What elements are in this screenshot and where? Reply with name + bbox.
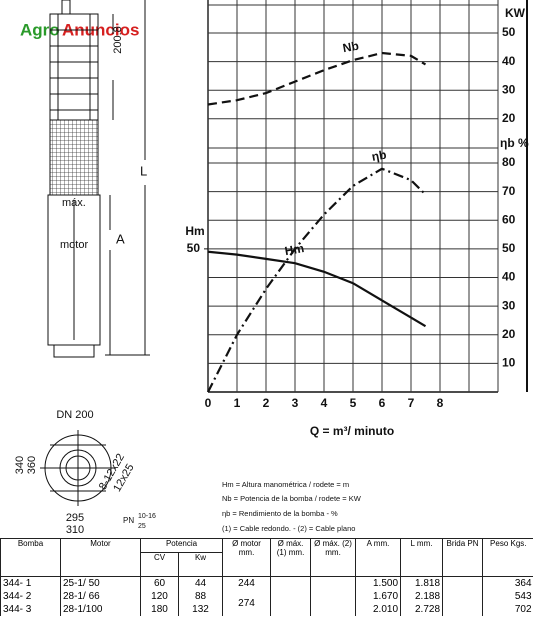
x-tick-label: 8 — [437, 396, 444, 410]
dim-label: 310 — [66, 524, 84, 536]
flange-drawing — [40, 430, 116, 506]
dim-label: máx. — [62, 197, 86, 209]
pump-drawing — [47, 0, 150, 358]
dim-label: A — [116, 231, 125, 246]
curve — [207, 51, 427, 106]
dim-label: 340 — [14, 456, 26, 474]
header: CV — [140, 552, 179, 577]
cell: 28-1/ 66 — [60, 590, 141, 603]
cell: 88 — [177, 590, 223, 603]
x-tick-label: 3 — [292, 396, 299, 410]
cell: 344- 2 — [0, 590, 61, 603]
header: L mm. — [400, 538, 443, 577]
cell: 344- 3 — [0, 603, 61, 616]
note: ηb = Rendimiento de la bomba - % — [222, 509, 338, 518]
y-tick-label: 70 — [502, 184, 516, 198]
cell: 543 — [482, 590, 533, 603]
axis-label: ηb % — [500, 136, 529, 150]
dim-label: motor — [60, 239, 88, 251]
series-label: Nb — [342, 39, 360, 56]
x-tick-label: 2 — [263, 396, 270, 410]
x-tick-label: 4 — [321, 396, 328, 410]
axis-label: KW — [505, 6, 526, 20]
header: Motor — [60, 538, 141, 577]
dim-label: 295 — [66, 512, 84, 524]
y2-tick-label: 50 — [502, 25, 516, 39]
header: A mm. — [355, 538, 401, 577]
y2-tick-label: 30 — [502, 82, 516, 96]
header: Peso Kgs. — [482, 538, 533, 577]
cell: 1.818 — [400, 576, 443, 590]
cell: 132 — [177, 603, 223, 616]
cell: 702 — [482, 603, 533, 616]
cell: 1.670 — [355, 590, 401, 603]
cell: 25-1/ 50 — [60, 576, 141, 590]
series-label: Hm — [284, 241, 305, 258]
cell: 244 — [222, 576, 271, 590]
cell: 44 — [177, 576, 223, 590]
cell: 2.010 — [355, 603, 401, 616]
y-tick-label: 60 — [502, 212, 516, 226]
note: Nb = Potencia de la bomba / rodete = KW — [222, 494, 362, 503]
y-tick-label: 50 — [502, 241, 516, 255]
y-tick-label: 40 — [502, 270, 516, 284]
cell: 180 — [140, 603, 179, 616]
y-tick-label: 80 — [502, 155, 516, 169]
cell: 364 — [482, 576, 533, 590]
dim-label: DN 200 — [56, 409, 93, 421]
cell: 274 — [222, 590, 271, 616]
y-tick-label: 30 — [502, 298, 516, 312]
x-tick-label: 1 — [234, 396, 241, 410]
cell: 1.500 — [355, 576, 401, 590]
datasheet: Agro Anuncios 200.8 L A máx. motor DN 20… — [14, 0, 529, 536]
x-tick-label: 6 — [379, 396, 386, 410]
cell: 344- 1 — [0, 576, 61, 590]
dim-label: 200.8 — [112, 26, 124, 54]
header: Brida PN — [442, 538, 483, 577]
header: Kw — [177, 552, 223, 577]
note: (1) = Cable redondo. - (2) = Cable plano — [222, 524, 355, 533]
curve — [207, 167, 427, 393]
cell: 28-1/100 — [60, 603, 141, 616]
cell: 60 — [140, 576, 179, 590]
hm-tick-label: 50 — [187, 241, 201, 255]
dim-label: PN — [123, 516, 134, 525]
header: Ø máx. (2) mm. — [310, 538, 356, 577]
x-tick-label: 7 — [408, 396, 415, 410]
y-tick-label: 10 — [502, 356, 516, 370]
x-tick-label: 5 — [350, 396, 357, 410]
x-tick-label: 0 — [205, 396, 212, 410]
header: Ø máx. (1) mm. — [270, 538, 311, 577]
cell: 2.188 — [400, 590, 443, 603]
dim-label: L — [140, 163, 147, 178]
header: Ø motor mm. — [222, 538, 271, 577]
series-label: ηb — [371, 147, 388, 163]
dim-label: 25 — [138, 523, 146, 530]
note: Hm = Altura manométrica / rodete = m — [222, 480, 349, 489]
dim-label: 10-16 — [138, 513, 156, 520]
cell: 120 — [140, 590, 179, 603]
axis-label: Q = m³/ minuto — [310, 424, 394, 438]
header: Potencia — [139, 538, 223, 553]
header: Bomba — [0, 538, 61, 577]
y2-tick-label: 40 — [502, 54, 516, 68]
axis-label: Hm — [185, 224, 204, 238]
watermark: Anuncios — [62, 20, 139, 39]
curve — [207, 250, 427, 328]
dim-label: 360 — [26, 456, 38, 474]
cell: 2.728 — [400, 603, 443, 616]
y2-tick-label: 20 — [502, 111, 516, 125]
spec-table: Bomba Motor Potencia Ø motor mm. Ø máx. (1) … — [0, 538, 533, 616]
y-tick-label: 20 — [502, 327, 516, 341]
